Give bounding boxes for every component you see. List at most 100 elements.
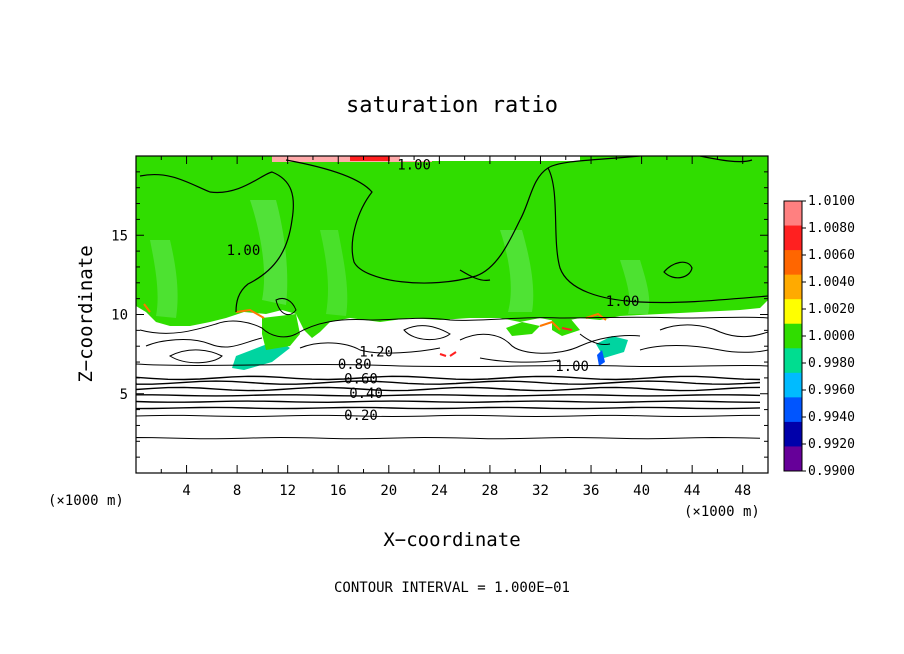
- contour-cloud-10: [479, 357, 561, 363]
- contour-cloud-3: [168, 349, 223, 364]
- contour-label: 1.00: [227, 243, 261, 259]
- field-green-pocket-3: [262, 314, 300, 350]
- stratified-contour-line: [136, 375, 761, 381]
- contour-cloud-12: [579, 333, 611, 345]
- x-unit-right: (×1000 m): [684, 504, 760, 520]
- contour-cloud-9: [136, 363, 768, 368]
- colorbar-label: 1.0060: [808, 248, 855, 263]
- colorbar-swatch: [784, 225, 802, 251]
- field-blue-pocket: [597, 350, 605, 366]
- y-tick-label: 5: [120, 387, 128, 403]
- contour-upper-5: [459, 269, 491, 281]
- contour-upper-6: [699, 156, 753, 163]
- colorbar-label: 0.9980: [808, 356, 855, 371]
- contour-cloud-11: [275, 297, 297, 316]
- field-red-dots: [439, 327, 573, 357]
- field-cyan-pocket-2: [596, 336, 628, 358]
- x-tick-label: 32: [532, 483, 549, 499]
- contour-label: 0.20: [344, 408, 378, 424]
- contour-upper-1: [139, 171, 294, 313]
- colorbar-label: 0.9940: [808, 410, 855, 425]
- colorbar-swatch: [784, 323, 802, 349]
- contour-label: 1.00: [606, 294, 640, 310]
- x-tick-label: 20: [380, 483, 397, 499]
- contour-cloud-5: [403, 325, 451, 340]
- x-axis-title: X−coordinate: [383, 529, 520, 551]
- contour-cloud-4: [299, 342, 441, 354]
- x-tick-label: 16: [330, 483, 347, 499]
- contour-upper-4: [663, 261, 693, 279]
- contour-upper-2: [285, 156, 641, 284]
- colorbar-swatch: [784, 274, 802, 300]
- field-green-region: [136, 156, 768, 338]
- contour-upper-3: [547, 167, 768, 304]
- contour-label: 0.60: [344, 371, 378, 387]
- x-unit-left: (×1000 m): [48, 493, 124, 509]
- colorbar-label: 1.0080: [808, 221, 855, 236]
- contour-label: 1.00: [397, 158, 431, 174]
- field-orange-edge-1: [235, 308, 265, 319]
- contour-cloud-8: [639, 345, 768, 353]
- y-axis-title: Z−coordinate: [75, 245, 97, 382]
- x-tick-label: 8: [233, 483, 241, 499]
- colorbar-swatch: [784, 250, 802, 276]
- y-tick-label: 15: [111, 228, 128, 244]
- stratified-contour-line: [136, 380, 761, 385]
- x-tick-label: 40: [633, 483, 650, 499]
- colorbar-swatch: [784, 397, 802, 423]
- colorbar-label: 1.0000: [808, 329, 855, 344]
- field-light-plume-3: [150, 240, 178, 318]
- field-light-plume-2: [500, 230, 534, 312]
- field-top-red-core: [350, 156, 390, 161]
- field-green-pocket-2: [552, 318, 580, 336]
- x-tick-label: 48: [734, 483, 751, 499]
- contour-cloud-7: [659, 324, 768, 338]
- stratified-contour-line: [136, 436, 761, 440]
- contour-label: 0.80: [338, 357, 372, 373]
- field-orange-edge-4: [143, 303, 151, 313]
- y-tick-label: 10: [111, 308, 128, 324]
- contour-label: 1.20: [359, 345, 393, 361]
- contour-label: 1.00: [555, 359, 589, 375]
- colorbar-swatch: [784, 372, 802, 398]
- x-axis: 4 8 12 16 20 24 28 32 36 40 44 48: [160, 156, 769, 499]
- y-axis: 5 10 15: [111, 171, 768, 458]
- field-green-pocket-1: [506, 322, 540, 336]
- chart-title: saturation ratio: [346, 93, 558, 118]
- contour-label: 0.40: [349, 386, 383, 402]
- colorbar-swatch: [784, 446, 802, 472]
- colorbar-swatch: [784, 299, 802, 325]
- stratified-contour-line: [136, 414, 760, 418]
- stratified-contour-line: [136, 400, 761, 404]
- field-light-plume-1: [250, 200, 288, 305]
- contour-cloud-2: [145, 337, 263, 348]
- stratified-contour-line: [136, 406, 761, 410]
- saturation-field: [136, 156, 768, 473]
- colorbar-label: 0.9900: [808, 464, 855, 479]
- contour-cloud-1: [139, 316, 768, 338]
- contour-labels: 1.00 1.00 1.00 1.200.800.600.40 0.20 1.00: [227, 158, 640, 424]
- field-orange-edge-3: [539, 320, 561, 331]
- colorbar-swatch: [784, 201, 802, 227]
- contour-interval-note: CONTOUR INTERVAL = 1.000E−01: [334, 580, 570, 596]
- colorbar: 1.0100 1.0080 1.0060 1.0040 1.0020 1.0000 0.99…: [783, 194, 855, 479]
- contour-cloud-6: [459, 333, 641, 354]
- colorbar-label: 1.0020: [808, 302, 855, 317]
- colorbar-label: 0.9960: [808, 383, 855, 398]
- x-tick-label: 24: [431, 483, 448, 499]
- x-tick-label: 28: [481, 483, 498, 499]
- colorbar-swatch: [784, 348, 802, 374]
- colorbar-label: 0.9920: [808, 437, 855, 452]
- stratified-contour-line: [136, 386, 761, 392]
- x-tick-label: 12: [279, 483, 296, 499]
- colorbar-label: 1.0100: [808, 194, 855, 209]
- x-tick-label: 4: [182, 483, 190, 499]
- x-tick-label: 44: [684, 483, 701, 499]
- stratified-contour-line: [136, 394, 761, 397]
- x-tick-label: 36: [583, 483, 600, 499]
- field-light-plume-4: [620, 260, 650, 314]
- upper-contours: [139, 156, 768, 313]
- cloud-contours: [136, 297, 768, 368]
- field-light-plume-5: [320, 230, 348, 316]
